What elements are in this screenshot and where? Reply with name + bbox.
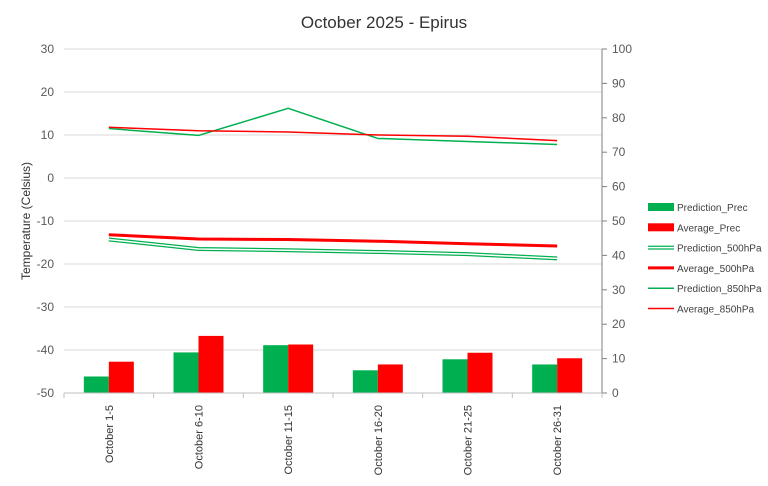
legend-item-average-prec: Average_Prec — [648, 223, 740, 234]
left-axis-tick-label: -20 — [37, 257, 55, 271]
bar-average-prec — [288, 344, 314, 393]
category-label: October 6-10 — [194, 405, 206, 469]
legend-item-prediction-850hpa: Prediction_850hPa — [648, 284, 762, 295]
line-average-850hpa — [108, 126, 558, 142]
legend-item-average-850hpa: Average_850hPa — [648, 305, 755, 316]
bar-average-prec — [377, 364, 403, 393]
legend-label: Prediction_Prec — [677, 203, 748, 214]
legend-item-prediction-prec: Prediction_Prec — [648, 203, 748, 214]
right-axis-tick-label: 0 — [612, 386, 619, 400]
line-prediction-500hpa-inner — [108, 238, 558, 260]
legend-label: Average_850hPa — [677, 305, 755, 316]
left-axis-tick-label: 0 — [47, 171, 54, 185]
left-axis-tick-label: 20 — [41, 85, 55, 99]
left-axis-tick-label: 10 — [41, 128, 55, 142]
chart-title: October 2025 - Epirus — [301, 13, 467, 32]
bar-prediction-prec — [352, 370, 378, 393]
axes: 3020100-10-20-30-40-50100908070605040302… — [37, 42, 633, 475]
category-label: October 1-5 — [104, 405, 116, 463]
right-axis-tick-label: 80 — [612, 111, 626, 125]
line-average-500hpa — [108, 233, 558, 248]
legend-item-prediction-500hpa: Prediction_500hPa — [648, 244, 762, 255]
bar-prediction-prec — [83, 376, 109, 393]
left-axis-tick-label: -10 — [37, 214, 55, 228]
line-prediction-850hpa — [108, 107, 558, 146]
left-axis-tick-label: -30 — [37, 300, 55, 314]
left-axis-tick-label: -50 — [37, 386, 55, 400]
bar-average-prec — [557, 358, 583, 393]
category-label: October 11-15 — [283, 405, 295, 475]
bar-average-prec — [467, 352, 493, 393]
category-label: October 16-20 — [373, 405, 385, 475]
right-axis-tick-label: 90 — [612, 76, 626, 90]
legend-label: Average_500hPa — [677, 264, 755, 275]
right-axis-tick-label: 10 — [612, 352, 626, 366]
right-axis-tick-label: 100 — [612, 42, 632, 56]
right-axis-tick-label: 30 — [612, 283, 626, 297]
right-axis-tick-label: 40 — [612, 248, 626, 262]
legend-label: Prediction_500hPa — [677, 244, 762, 255]
legend-label: Average_Prec — [677, 223, 740, 234]
line-series-layer — [108, 107, 558, 261]
bar-prediction-prec — [263, 345, 289, 393]
legend: Prediction_Prec Average_Prec Prediction_50… — [648, 203, 762, 316]
right-axis-tick-label: 60 — [612, 180, 626, 194]
bar-prediction-prec — [442, 359, 468, 393]
legend-item-average-500hpa: Average_500hPa — [648, 264, 755, 275]
legend-swatch — [648, 223, 674, 232]
left-axis-tick-label: 30 — [41, 42, 55, 56]
bar-series-layer — [83, 335, 583, 393]
legend-swatch — [648, 203, 674, 211]
legend-label: Prediction_850hPa — [677, 284, 762, 295]
bar-prediction-prec — [173, 352, 199, 393]
bar-average-prec — [108, 361, 134, 393]
category-label: October 26-31 — [552, 405, 564, 475]
left-axis-tick-label: -40 — [37, 343, 55, 357]
left-axis-title: Temperature (Celsius) — [19, 162, 33, 280]
bar-average-prec — [198, 335, 224, 393]
right-axis-tick-label: 70 — [612, 145, 626, 159]
category-label: October 21-25 — [463, 405, 475, 475]
bar-prediction-prec — [532, 364, 558, 393]
right-axis-tick-label: 20 — [612, 317, 626, 331]
right-axis-tick-label: 50 — [612, 214, 626, 228]
